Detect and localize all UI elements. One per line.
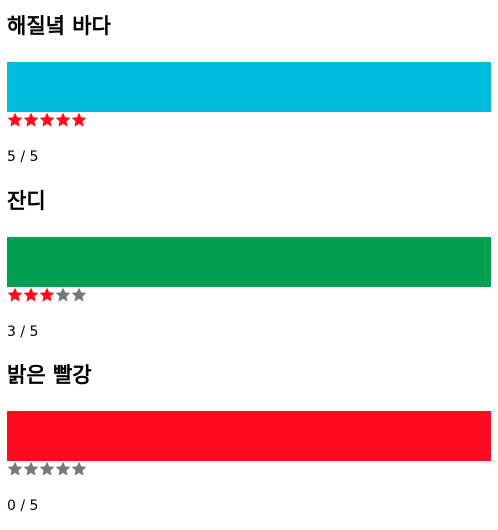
star-icon [23, 287, 39, 302]
star-icon [7, 112, 23, 127]
rating-text: 0 / 5 [7, 498, 39, 514]
color-title: 밝은 빨강 [7, 363, 92, 387]
star-icon [39, 112, 55, 127]
star-rating [7, 112, 87, 128]
rating-text: 5 / 5 [7, 149, 39, 165]
star-icon [55, 461, 71, 476]
star-icon [7, 461, 23, 476]
star-icon [71, 287, 87, 302]
star-icon [23, 461, 39, 476]
color-swatch [7, 62, 491, 112]
rating-text: 3 / 5 [7, 324, 39, 340]
color-swatch [7, 237, 491, 287]
star-icon [23, 112, 39, 127]
color-swatch [7, 411, 491, 461]
star-icon [7, 287, 23, 302]
star-icon [39, 287, 55, 302]
color-title: 잔디 [7, 189, 46, 213]
star-icon [55, 112, 71, 127]
star-icon [71, 461, 87, 476]
star-icon [39, 461, 55, 476]
star-icon [71, 112, 87, 127]
star-icon [55, 287, 71, 302]
star-rating [7, 287, 87, 303]
star-rating [7, 461, 87, 477]
color-title: 해질녘 바다 [7, 14, 111, 38]
